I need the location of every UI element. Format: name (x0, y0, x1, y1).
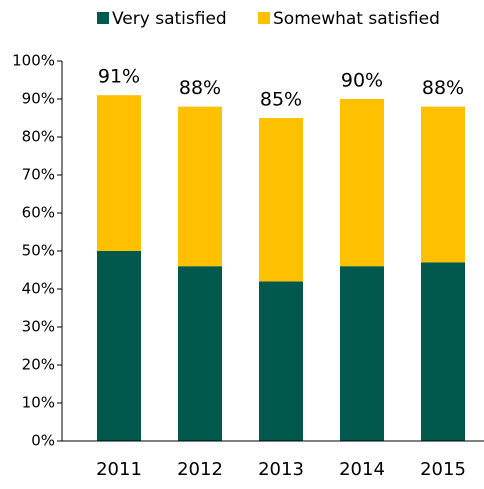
total-label: 90% (341, 70, 383, 92)
legend-label: Very satisfied (112, 9, 227, 29)
bar-segment (178, 266, 222, 441)
bar-segment (97, 95, 141, 251)
legend-swatch (258, 12, 270, 24)
total-label: 85% (260, 89, 302, 111)
y-tick-label: 40% (22, 280, 55, 298)
x-tick-label: 2012 (177, 459, 223, 480)
legend-label: Somewhat satisfied (273, 9, 440, 29)
y-tick-label: 30% (22, 318, 55, 336)
x-tick-label: 2015 (420, 459, 466, 480)
y-tick-label: 0% (31, 432, 55, 450)
bar-segment (97, 251, 141, 441)
total-label: 88% (422, 77, 464, 99)
y-tick-label: 70% (22, 166, 55, 184)
y-tick-label: 90% (22, 90, 55, 108)
y-tick-label: 50% (22, 242, 55, 260)
bar-segment (421, 106, 465, 263)
y-tick-label: 20% (22, 356, 55, 374)
bar-segment (340, 266, 384, 441)
bar-segment (259, 281, 303, 441)
x-tick-label: 2014 (339, 459, 385, 480)
y-tick-label: 10% (22, 394, 55, 412)
bar-segment (340, 99, 384, 267)
legend-swatch (97, 12, 109, 24)
y-tick-label: 80% (22, 128, 55, 146)
total-label: 88% (179, 77, 221, 99)
bar-segment (421, 262, 465, 441)
y-tick-label: 60% (22, 204, 55, 222)
bar-segment (259, 118, 303, 282)
x-tick-label: 2013 (258, 459, 304, 480)
y-tick-label: 100% (12, 52, 55, 70)
total-label: 91% (98, 66, 140, 88)
bar-segment (178, 106, 222, 267)
x-tick-label: 2011 (96, 459, 142, 480)
